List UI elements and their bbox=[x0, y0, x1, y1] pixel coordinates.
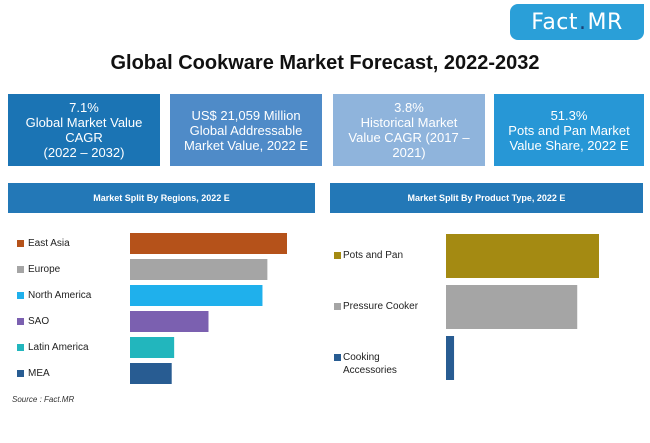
kpi-label-line: Pots and Pan Market bbox=[508, 122, 630, 138]
region-legend-swatch bbox=[17, 343, 24, 351]
region-bar-5 bbox=[130, 363, 172, 384]
regions-panel-title: Market Split By Regions, 2022 E bbox=[8, 183, 315, 213]
region-legend-label-line: North America bbox=[28, 289, 92, 301]
region-legend-label: East Asia bbox=[28, 237, 70, 250]
product-legend-label-line: Pressure Cooker bbox=[343, 301, 419, 312]
product-legend-label: Cooking Accessories bbox=[343, 351, 397, 377]
region-legend-swatch bbox=[17, 265, 24, 273]
region-bar-1 bbox=[130, 259, 268, 280]
kpi-value: 7.1% bbox=[69, 100, 99, 115]
kpi-card-cagr: 7.1% Global Market Value CAGR (2022 – 20… bbox=[8, 94, 160, 166]
region-bar-2 bbox=[130, 285, 263, 306]
region-legend-swatch bbox=[17, 291, 24, 299]
region-bar-0 bbox=[130, 233, 287, 254]
region-legend-label: MEA bbox=[28, 367, 50, 380]
kpi-label-line: Global Addressable bbox=[189, 122, 303, 138]
source-note: Source : Fact.MR bbox=[12, 395, 75, 404]
region-legend-label: North America bbox=[28, 289, 91, 302]
chart-title: Global Cookware Market Forecast, 2022-20… bbox=[110, 52, 540, 74]
kpi-card-market-value: US$ 21,059 Million Global Addressable Ma… bbox=[170, 94, 322, 166]
region-legend-label-line: Latin America bbox=[28, 341, 89, 353]
kpi-value: 51.3% bbox=[550, 107, 588, 123]
kpi-label-line: Global Market Value bbox=[25, 115, 143, 130]
region-legend-label-line: SAO bbox=[28, 315, 50, 327]
region-legend-swatch bbox=[17, 317, 24, 325]
kpi-value: US$ 21,059 Million bbox=[191, 107, 301, 123]
product-bar-1 bbox=[446, 285, 578, 329]
region-legend-label: Latin America bbox=[28, 341, 89, 354]
kpi-value: 3.8% bbox=[394, 100, 424, 115]
region-legend-label: Europe bbox=[28, 263, 60, 276]
product-legend-label: Pots and Pan bbox=[343, 249, 403, 262]
region-legend-label: SAO bbox=[28, 315, 49, 328]
product-legend-label-line: Accessories bbox=[343, 365, 397, 376]
kpi-label-line: Value Share, 2022 E bbox=[509, 137, 629, 153]
factmr-logo: Fact. MR bbox=[510, 4, 644, 40]
logo-text-fact: Fact bbox=[531, 9, 579, 35]
kpi-card-pots-share: 51.3% Pots and Pan Market Value Share, 2… bbox=[494, 94, 644, 166]
kpi-label-line: CAGR bbox=[65, 130, 103, 145]
region-bar-3 bbox=[130, 311, 209, 332]
product-legend-swatch bbox=[334, 354, 341, 361]
product-legend-swatch bbox=[334, 252, 341, 259]
kpi-label-line: (2022 – 2032) bbox=[43, 145, 125, 160]
region-bar-4 bbox=[130, 337, 175, 358]
product-bar-2 bbox=[446, 336, 455, 380]
region-legend-label-line: East Asia bbox=[28, 237, 70, 249]
logo-text-dot: . bbox=[579, 9, 587, 35]
product-legend-label: Pressure Cooker bbox=[343, 300, 418, 313]
product-legend-swatch bbox=[334, 303, 341, 310]
logo-text-mr: MR bbox=[587, 9, 623, 35]
kpi-label-line: 2021) bbox=[392, 145, 426, 160]
region-legend-label-line: MEA bbox=[28, 367, 50, 379]
product-legend-label-line: Pots and Pan bbox=[343, 250, 404, 261]
kpi-label-line: Market Value, 2022 E bbox=[183, 137, 309, 153]
kpi-label-line: Historical Market bbox=[360, 115, 458, 130]
region-legend-swatch bbox=[17, 369, 24, 377]
product-panel-title: Market Split By Product Type, 2022 E bbox=[330, 183, 643, 213]
product-legend-label-line: Cooking bbox=[343, 352, 380, 363]
kpi-card-historical-cagr: 3.8% Historical Market Value CAGR (2017 … bbox=[333, 94, 485, 166]
region-legend-swatch bbox=[17, 239, 24, 247]
region-legend-label-line: Europe bbox=[28, 263, 61, 275]
product-bar-0 bbox=[446, 234, 599, 278]
kpi-label-line: Value CAGR (2017 – bbox=[348, 130, 470, 145]
